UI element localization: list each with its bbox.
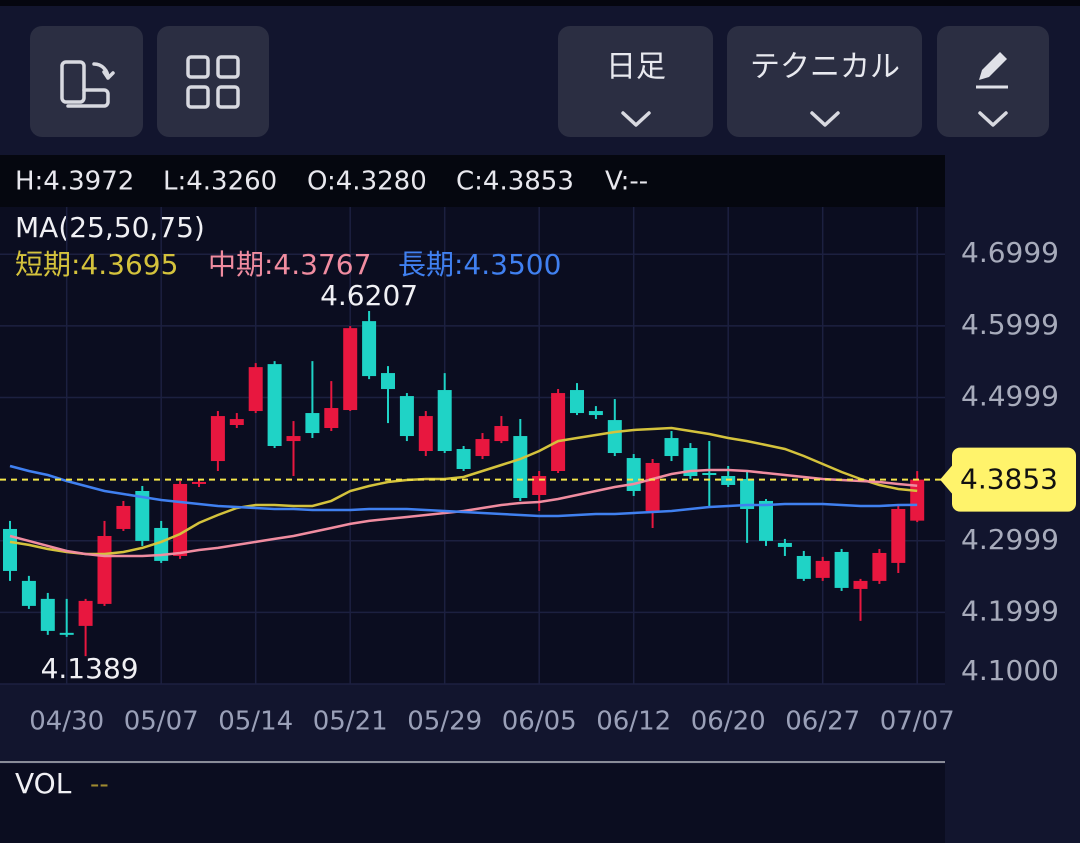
period-button[interactable]: 日足 bbox=[558, 26, 713, 137]
candle-body bbox=[362, 321, 377, 377]
volume-panel bbox=[0, 764, 945, 843]
x-tick-label: 05/14 bbox=[218, 707, 293, 737]
candle-chart: 4.1000 4.1999 4.2999 4.4999 4.5999 4.6999 04/3… bbox=[0, 207, 1059, 737]
candle-body bbox=[154, 527, 169, 561]
x-tick-label: 06/12 bbox=[596, 707, 671, 737]
layout-button[interactable] bbox=[157, 26, 269, 137]
candle-body bbox=[456, 449, 471, 469]
candle-body bbox=[683, 448, 698, 477]
candle-body bbox=[399, 396, 414, 437]
candle-body bbox=[210, 416, 225, 462]
period-label: 日足 bbox=[606, 50, 666, 85]
candle-body bbox=[532, 476, 547, 496]
candle-body bbox=[702, 473, 717, 476]
draw-button[interactable] bbox=[937, 26, 1049, 137]
candle-body bbox=[381, 373, 395, 390]
candle-body bbox=[664, 438, 679, 457]
candle-body bbox=[229, 419, 244, 426]
status-edge bbox=[0, 0, 1080, 6]
candle-body bbox=[248, 367, 263, 412]
candle-body bbox=[59, 632, 74, 635]
y-tick-label: 4.5999 bbox=[961, 308, 1059, 341]
candle-body bbox=[834, 551, 849, 588]
y-tick-label: 4.1000 bbox=[961, 654, 1059, 687]
candle-body bbox=[475, 439, 490, 457]
y-tick-label: 4.1999 bbox=[961, 594, 1059, 627]
candle-body bbox=[494, 426, 509, 442]
candle-body bbox=[40, 598, 55, 631]
legend-entry: 長期:4.3500 bbox=[398, 248, 561, 281]
candle-body bbox=[891, 508, 906, 563]
candle-body bbox=[324, 408, 339, 429]
ma-line bbox=[9, 464, 918, 518]
x-tick-label: 06/27 bbox=[785, 707, 860, 737]
indicator-title: MA(25,50,75) bbox=[15, 211, 205, 244]
volume-title: VOL bbox=[15, 767, 72, 800]
high-annotation: 4.6207 bbox=[320, 279, 418, 312]
candle-body bbox=[796, 555, 811, 579]
candle-body bbox=[116, 505, 131, 529]
ma-line bbox=[9, 426, 918, 556]
ohlc-open: O:4.3280 bbox=[307, 167, 427, 197]
x-tick-label: 06/20 bbox=[691, 707, 766, 737]
x-tick-label: 06/05 bbox=[502, 707, 577, 737]
candle-body bbox=[135, 490, 150, 541]
candle-body bbox=[740, 479, 755, 509]
ohlc-high: H:4.3972 bbox=[15, 167, 134, 197]
candle-body bbox=[815, 560, 830, 578]
technical-label: テクニカル bbox=[750, 50, 900, 85]
candle-body bbox=[173, 483, 188, 556]
candle-body bbox=[570, 390, 584, 414]
price-tag bbox=[940, 447, 1076, 512]
x-tick-label: 05/07 bbox=[124, 707, 199, 737]
rotate-button[interactable] bbox=[30, 26, 143, 137]
low-annotation: 4.1389 bbox=[41, 652, 139, 685]
y-tick-label: 4.2999 bbox=[961, 523, 1059, 556]
ohlc-volume: V:-- bbox=[605, 167, 648, 197]
candle-body bbox=[192, 481, 206, 484]
ohlc-close: C:4.3853 bbox=[456, 167, 574, 197]
candle-body bbox=[513, 436, 528, 499]
candle-body bbox=[78, 600, 93, 626]
candle-body bbox=[759, 500, 773, 541]
price-tag-label: 4.3853 bbox=[960, 463, 1058, 496]
y-tick-label: 4.4999 bbox=[961, 379, 1059, 412]
candle-body bbox=[872, 552, 887, 581]
candle-body bbox=[267, 364, 282, 446]
x-tick-label: 04/30 bbox=[29, 707, 104, 737]
candle-body bbox=[343, 328, 358, 411]
candle-body bbox=[286, 436, 301, 442]
candle-body bbox=[626, 458, 641, 491]
candle-body bbox=[777, 542, 792, 547]
x-tick-label: 05/21 bbox=[313, 707, 388, 737]
x-tick-label: 07/07 bbox=[880, 707, 955, 737]
candle-body bbox=[305, 413, 320, 434]
ohlc-band bbox=[0, 155, 945, 207]
ohlc-low: L:4.3260 bbox=[163, 167, 277, 197]
candle-body bbox=[418, 416, 433, 452]
volume-value: -- bbox=[90, 770, 109, 800]
candle-body bbox=[645, 462, 660, 511]
candle-body bbox=[551, 393, 566, 472]
plot-area bbox=[0, 155, 945, 684]
candle-body bbox=[607, 420, 622, 454]
legend-entry: 短期:4.3695 bbox=[15, 248, 178, 281]
candle-body bbox=[437, 390, 452, 452]
y-tick-label: 4.6999 bbox=[961, 236, 1059, 269]
candle-body bbox=[853, 580, 868, 589]
candle-body bbox=[3, 528, 17, 571]
candle-body bbox=[21, 580, 36, 606]
candle-body bbox=[588, 411, 603, 416]
legend-entry: 中期:4.3767 bbox=[208, 248, 371, 281]
candle-body bbox=[97, 535, 112, 604]
x-tick-label: 05/29 bbox=[407, 707, 482, 737]
technical-button[interactable]: テクニカル bbox=[727, 26, 922, 137]
